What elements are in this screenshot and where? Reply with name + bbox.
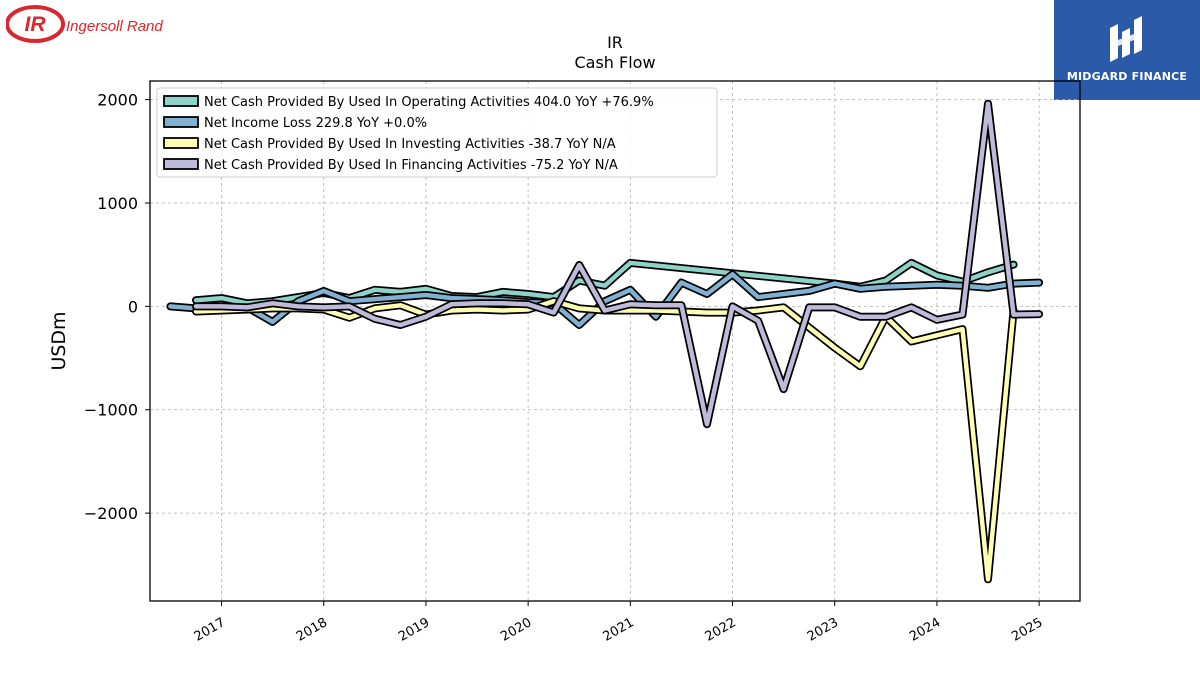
- ingersoll-rand-logo-mark: IR Ingersoll Rand: [5, 5, 163, 43]
- series-line-outline-2: [192, 297, 1018, 584]
- y-tick-label: 1000: [97, 194, 138, 213]
- legend: Net Cash Provided By Used In Operating A…: [156, 87, 718, 178]
- x-tick-label: 2019: [396, 615, 432, 645]
- legend-label: Net Cash Provided By Used In Operating A…: [204, 95, 654, 110]
- x-tick-label: 2025: [1009, 615, 1045, 645]
- legend-label: Net Cash Provided By Used In Financing A…: [204, 158, 618, 173]
- series-line-1: [168, 272, 1042, 328]
- legend-label: Net Cash Provided By Used In Investing A…: [204, 137, 616, 152]
- legend-label: Net Income Loss 229.8 YoY +0.0%: [204, 116, 427, 131]
- legend-swatch: [163, 95, 199, 107]
- plot-frame: [149, 80, 1081, 602]
- x-tick-label: 2020: [498, 615, 534, 645]
- legend-swatch: [163, 158, 199, 170]
- midgard-finance-emblem-icon: [1110, 16, 1142, 62]
- legend-swatch: [163, 116, 199, 128]
- x-tick-label: 2023: [805, 615, 841, 645]
- y-tick-label: −1000: [84, 401, 138, 420]
- series-lines: [166, 99, 1044, 584]
- y-axis-label: USDm: [48, 311, 70, 370]
- y-tick-label: 2000: [97, 91, 138, 110]
- chart-subtitle: Cash Flow: [574, 53, 655, 72]
- badge-label: MIDGARD FINANCE: [1066, 70, 1188, 83]
- x-tick-label: 2017: [192, 615, 228, 645]
- logo-company-name: Ingersoll Rand: [66, 18, 163, 35]
- chart-title: IR: [607, 33, 623, 52]
- ingersoll-rand-logo: IR Ingersoll Rand: [5, 4, 176, 44]
- legend-swatch: [163, 137, 199, 149]
- midgard-finance-badge: MIDGARD FINANCE: [1054, 0, 1200, 100]
- x-tick-label: 2018: [294, 615, 330, 645]
- y-tick-label: −2000: [84, 504, 138, 523]
- x-tick-label: 2022: [703, 615, 739, 645]
- series-line-2: [193, 298, 1016, 582]
- series-line-3: [193, 101, 1042, 427]
- legend-box: [156, 87, 718, 178]
- logo-mark-text: IR: [25, 13, 47, 36]
- x-tick-label: 2021: [600, 615, 636, 645]
- x-tick-label: 2024: [907, 615, 943, 645]
- y-tick-label: 0: [128, 297, 138, 316]
